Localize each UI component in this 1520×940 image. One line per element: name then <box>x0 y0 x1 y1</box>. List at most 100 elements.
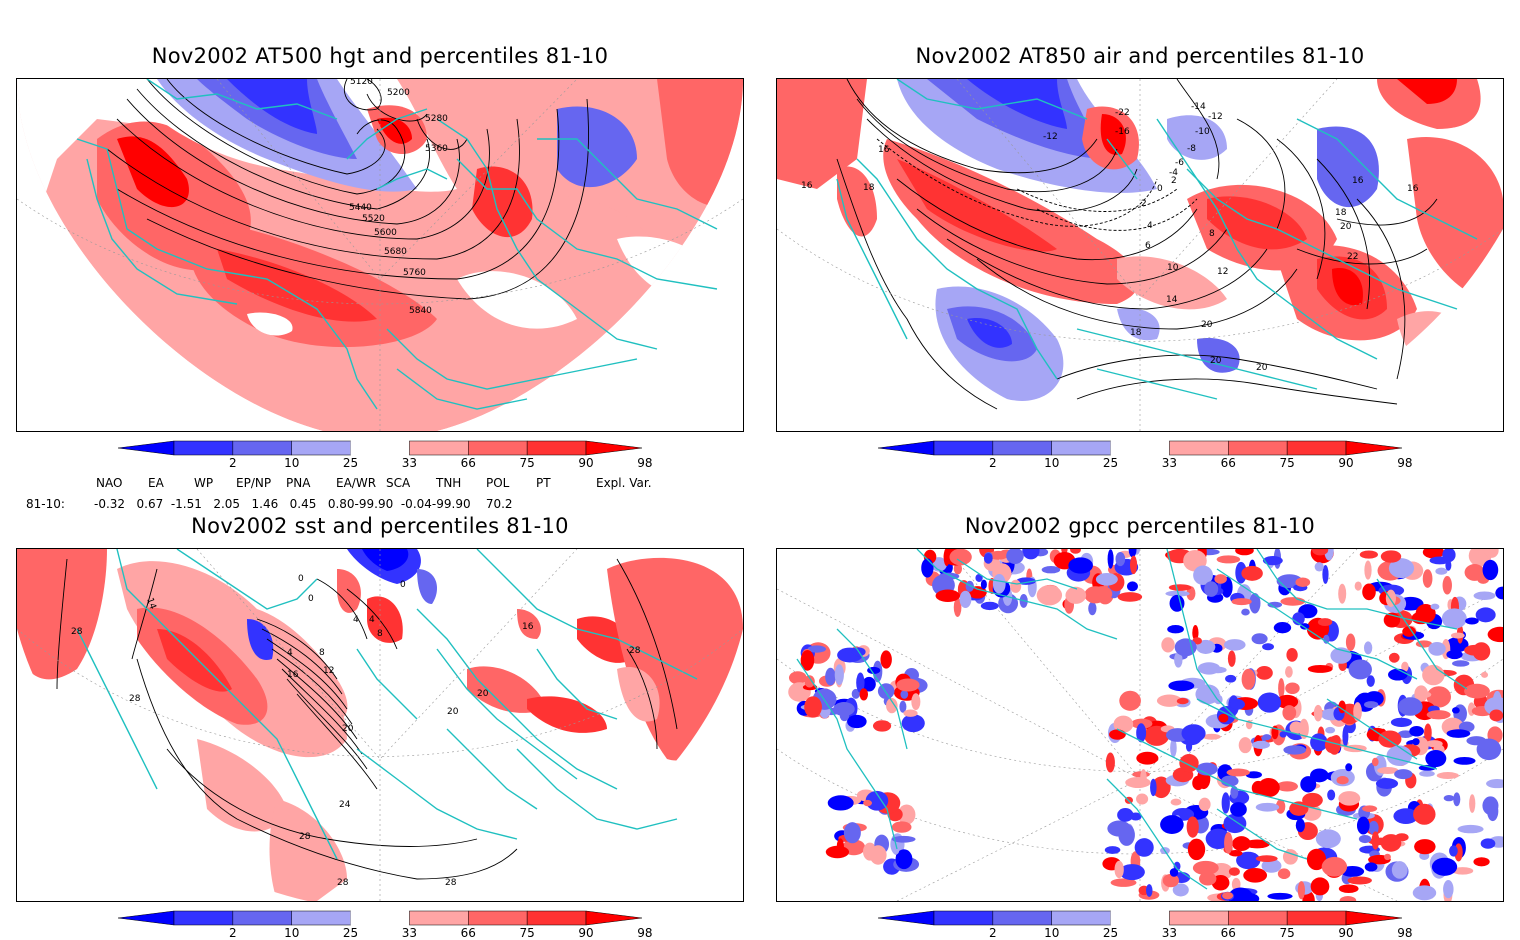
precip-anomaly-patch <box>1295 577 1311 588</box>
precip-anomaly-patch <box>1391 861 1408 879</box>
precip-anomaly-patch <box>1473 591 1496 601</box>
precip-anomaly-patch <box>1442 576 1452 595</box>
precip-anomaly-patch <box>1126 581 1138 592</box>
colorbar-segment <box>992 910 1052 926</box>
precip-anomaly-patch <box>1223 639 1246 651</box>
precip-anomaly-patch <box>1464 644 1486 656</box>
precip-anomaly-patch <box>1300 623 1310 630</box>
precip-anomaly-patch <box>1231 877 1241 891</box>
precip-anomaly-patch <box>1162 873 1180 888</box>
precip-anomaly-patch <box>1176 697 1189 705</box>
colorbar-label: 33 <box>1161 456 1178 470</box>
precip-anomaly-patch <box>1375 778 1399 789</box>
precip-anomaly-patch <box>1430 603 1440 610</box>
precip-anomaly-patch <box>886 697 898 714</box>
colorbar-label: 90 <box>1338 926 1354 940</box>
precip-anomaly-patch <box>1174 651 1183 668</box>
precip-anomaly-patch <box>856 672 865 693</box>
precip-anomaly-patch <box>1198 797 1211 812</box>
p3-label: 20 <box>447 707 459 717</box>
precip-anomaly-patch <box>1415 603 1436 624</box>
precip-anomaly-patch <box>1070 549 1081 554</box>
colorbar-label: 66 <box>460 926 476 940</box>
precip-anomaly-patch <box>903 709 918 717</box>
colorbar-min-triangle <box>878 910 935 926</box>
precip-anomaly-patch <box>1244 839 1270 849</box>
precip-anomaly-patch <box>891 821 912 833</box>
precip-anomaly-patch <box>1251 633 1268 645</box>
precip-anomaly-patch <box>804 696 822 718</box>
precip-anomaly-patch <box>1473 857 1490 867</box>
p2-label: 20 <box>1210 356 1222 366</box>
p1-label: 5840 <box>409 306 432 316</box>
p2-label: 20 <box>1201 320 1213 330</box>
colorbar-label: 10 <box>1044 926 1060 940</box>
precip-anomaly-patch <box>877 683 895 700</box>
precip-anomaly-patch <box>1345 633 1356 651</box>
precip-anomaly-patch <box>1402 626 1416 637</box>
precip-anomaly-patch <box>1413 803 1436 825</box>
colorbar-label: 75 <box>1279 456 1295 470</box>
precip-anomaly-patch <box>1302 792 1323 808</box>
precip-anomaly-patch <box>1278 678 1285 699</box>
precip-anomaly-patch <box>1414 839 1436 855</box>
precip-anomaly-patch <box>935 589 961 602</box>
precip-anomaly-patch <box>1151 776 1171 799</box>
colorbar-segment <box>1110 911 1170 925</box>
colorbar-segment <box>232 910 292 926</box>
colorbar-label: 25 <box>342 456 359 470</box>
precip-anomaly-patch <box>1170 738 1177 758</box>
precip-anomaly-patch <box>988 550 1009 560</box>
precip-anomaly-patch <box>1107 820 1132 837</box>
index-name: PNA <box>286 476 311 490</box>
colorbar-segment <box>291 440 351 456</box>
precip-anomaly-patch <box>1464 683 1490 699</box>
precip-anomaly-patch <box>1321 856 1348 877</box>
precip-anomaly-patch <box>1443 880 1454 899</box>
precip-anomaly-patch <box>1129 555 1138 575</box>
precip-anomaly-patch <box>1364 560 1372 580</box>
precip-anomaly-patch <box>1317 618 1333 627</box>
precip-anomaly-patch <box>1386 745 1413 766</box>
precip-anomaly-patch <box>1179 754 1199 773</box>
p1-label: 5600 <box>374 228 397 238</box>
precip-anomaly-patch <box>847 714 867 729</box>
precip-anomaly-patch <box>1262 556 1283 566</box>
precip-anomaly-patch <box>899 700 907 713</box>
precip-anomaly-patch <box>1255 855 1278 863</box>
colorbar-label: 98 <box>1397 456 1413 470</box>
precip-anomaly-patch <box>1235 561 1247 584</box>
precip-anomaly-patch <box>1282 705 1297 721</box>
precip-anomaly-patch <box>1228 850 1243 857</box>
precip-anomaly-patch <box>1384 853 1391 861</box>
precip-anomaly-patch <box>897 804 916 825</box>
precip-anomaly-patch <box>1104 846 1121 854</box>
precip-anomaly-patch <box>980 601 999 611</box>
index-name: NAO <box>96 476 123 490</box>
precip-anomaly-patch <box>1354 581 1362 591</box>
colorbar-1: 2 10 25 33 66 75 90 98 <box>118 440 652 476</box>
precip-anomaly-patch <box>1480 838 1496 849</box>
precip-anomaly-patch <box>1243 868 1268 883</box>
precip-anomaly-patch <box>1393 808 1419 824</box>
colorbar-segment <box>468 910 528 926</box>
precip-anomaly-patch <box>1451 707 1460 714</box>
colorbar-segment <box>1169 910 1229 926</box>
index-name: Expl. Var. <box>596 476 652 490</box>
p1-label: 5440 <box>349 203 372 213</box>
precip-anomaly-patch <box>1227 650 1236 667</box>
precip-anomaly-patch <box>1136 723 1147 743</box>
p3-label: 12 <box>323 666 334 676</box>
panel3-map: 14 0 0 0 4 4 8 4 8 12 16 16 20 20 20 24 … <box>16 548 744 902</box>
precip-anomaly-patch <box>804 675 815 688</box>
panel3-title: Nov2002 sst and percentiles 81-10 <box>191 514 569 538</box>
index-name: EP/NP <box>236 476 272 490</box>
precip-anomaly-patch <box>1261 859 1282 873</box>
colorbar-segment <box>1051 440 1111 456</box>
precip-anomaly-patch <box>1489 709 1503 722</box>
precip-anomaly-patch <box>1299 718 1309 739</box>
p3-label: 16 <box>522 622 534 632</box>
precip-anomaly-patch <box>1226 768 1250 777</box>
precip-anomaly-patch <box>1241 608 1250 616</box>
colorbar-segment <box>1228 440 1288 456</box>
